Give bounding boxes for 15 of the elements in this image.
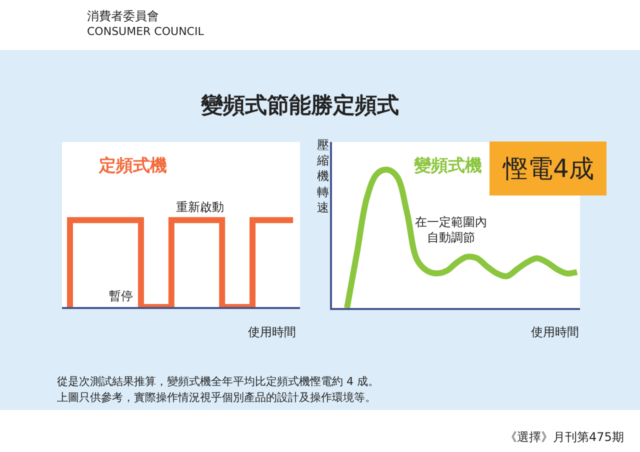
text: 消費者委員會 [87, 9, 159, 23]
text: 《選擇》月刊第475期 [505, 430, 624, 444]
chart-title: 變頻式節能勝定頻式 [201, 92, 399, 119]
text: 重新啟動 [176, 200, 224, 214]
x-axis-title: 使用時間 [248, 325, 296, 339]
text: CONSUMER COUNCIL [87, 25, 205, 38]
annotation: 慳電4成 [502, 154, 594, 183]
annotation: 暫停 [109, 289, 133, 303]
x-axis-title: 使用時間 [531, 325, 579, 339]
text: 從是次測試結果推算，變頻式機全年平均比定頻式機慳電約 4 成。 [57, 375, 379, 388]
text: 上圖只供參考，實際操作情況視乎個別產品的設計及操作環境等。 [57, 391, 376, 404]
text: 定頻式機 [98, 156, 167, 176]
series-label: 變頻式機 [414, 156, 482, 176]
y-axis-title: 壓縮機轉速 [316, 138, 329, 214]
annotation: 在一定範圍內自動調節 [415, 215, 487, 245]
